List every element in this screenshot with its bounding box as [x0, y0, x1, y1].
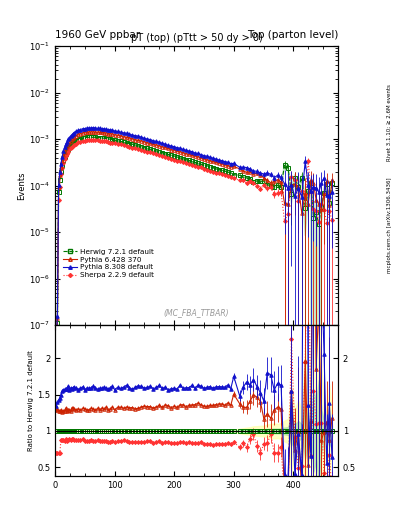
Text: Top (parton level): Top (parton level): [246, 30, 338, 40]
Legend: Herwig 7.2.1 default, Pythia 6.428 370, Pythia 8.308 default, Sherpa 2.2.9 defau: Herwig 7.2.1 default, Pythia 6.428 370, …: [61, 247, 156, 280]
Title: pT (top) (pTtt > 50 dy > 0): pT (top) (pTtt > 50 dy > 0): [130, 33, 263, 42]
Text: mcplots.cern.ch [arXiv:1306.3436]: mcplots.cern.ch [arXiv:1306.3436]: [387, 178, 392, 273]
Y-axis label: Events: Events: [17, 172, 26, 200]
Text: 1960 GeV ppbar: 1960 GeV ppbar: [55, 30, 140, 40]
Text: Rivet 3.1.10; ≥ 2.6M events: Rivet 3.1.10; ≥ 2.6M events: [387, 84, 392, 161]
Y-axis label: Ratio to Herwig 7.2.1 default: Ratio to Herwig 7.2.1 default: [28, 350, 34, 451]
Text: (MC_FBA_TTBAR): (MC_FBA_TTBAR): [164, 308, 229, 317]
